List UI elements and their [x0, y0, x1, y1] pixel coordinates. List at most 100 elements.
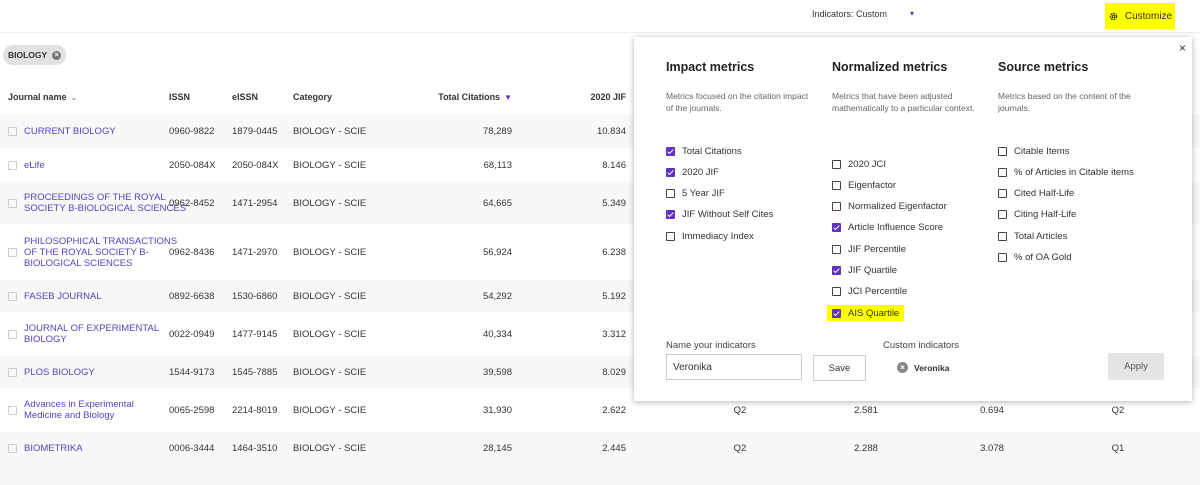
table-row: [0, 465, 1200, 485]
metric-option[interactable]: Citable Items: [993, 143, 1074, 159]
row-checkbox[interactable]: [8, 291, 17, 301]
metric-option[interactable]: JIF Quartile: [827, 263, 902, 279]
issn: 0892-6638: [169, 290, 215, 302]
name-input-value: Veronika: [673, 361, 712, 373]
custom-indicator[interactable]: × Veronika: [897, 362, 949, 373]
metric-option[interactable]: Cited Half-Life: [993, 186, 1079, 202]
metric-option[interactable]: 5 Year JIF: [661, 186, 730, 202]
column-header[interactable]: Total Citations ▼: [438, 80, 512, 115]
dropdown-arrow[interactable]: ▾: [910, 9, 915, 18]
checkbox[interactable]: [666, 167, 675, 177]
jif: 8.029: [602, 366, 626, 378]
row-checkbox[interactable]: [8, 198, 17, 208]
filter-chip[interactable]: BIOLOGY ×: [3, 45, 67, 65]
total-citations: 39,598: [482, 366, 512, 378]
metric-option[interactable]: % of OA Gold: [993, 250, 1077, 266]
column-header-label: 2020 JIF: [590, 92, 626, 102]
column-header[interactable]: Journal name ⌄: [8, 80, 77, 115]
checkbox[interactable]: [666, 231, 675, 241]
checkbox[interactable]: [832, 308, 841, 318]
total-citations: 78,289: [482, 126, 512, 137]
checkbox[interactable]: [666, 146, 675, 156]
metric-option[interactable]: Normalized Eigenfactor: [827, 199, 952, 215]
journal-name[interactable]: JOURNAL OF EXPERIMENTAL BIOLOGY: [24, 312, 159, 356]
total-citations: 31,930: [482, 404, 512, 416]
issn: 0006-3444: [169, 443, 215, 454]
journal-name[interactable]: PROCEEDINGS OF THE ROYAL SOCIETY B-BIOLOG…: [24, 182, 186, 224]
metric-option[interactable]: 2020 JIF: [661, 164, 724, 180]
jif: 3.312: [602, 328, 626, 340]
checkbox[interactable]: [832, 180, 841, 190]
metric-option[interactable]: Total Articles: [993, 228, 1072, 244]
close-button[interactable]: ×: [1179, 41, 1187, 55]
journal-name[interactable]: eLife: [24, 148, 45, 182]
checkbox[interactable]: [998, 167, 1007, 177]
checkbox[interactable]: [998, 189, 1007, 199]
journal-name[interactable]: PLOS BIOLOGY: [24, 356, 95, 388]
metric-value: 2.581: [854, 404, 878, 416]
metric-label: Article Influence Score: [848, 222, 944, 234]
metric-label: 2020 JCI: [848, 158, 887, 170]
category: BIOLOGY - SCIE: [293, 197, 367, 209]
table-row: Advances in Experimental Medicine and Bio…: [0, 388, 1200, 433]
metric-label: Immediacy Index: [682, 230, 754, 242]
custom-label: Custom indicators: [883, 340, 960, 351]
metric-option[interactable]: JCI Percentile: [827, 284, 912, 300]
checkbox[interactable]: [998, 146, 1007, 156]
metric-option[interactable]: Total Citations: [661, 143, 747, 159]
metric-option[interactable]: JIF Percentile: [827, 241, 911, 257]
filter-chip-remove[interactable]: ×: [52, 50, 62, 60]
checkbox[interactable]: [832, 159, 841, 169]
metric-option[interactable]: Immediacy Index: [661, 228, 759, 244]
checkbox[interactable]: [832, 287, 841, 297]
checkbox[interactable]: [666, 189, 675, 199]
metric-value: Q2: [733, 404, 747, 416]
apply-button[interactable]: Apply: [1108, 353, 1164, 380]
metric-option[interactable]: Citing Half-Life: [993, 207, 1081, 223]
journal-name[interactable]: PHILOSOPHICAL TRANSACTIONS OF THE ROYAL S…: [24, 224, 177, 280]
customize-button[interactable]: Customize: [1105, 3, 1175, 29]
journal-name-line: JOURNAL OF EXPERIMENTAL: [24, 323, 160, 334]
save-button[interactable]: Save: [813, 355, 866, 381]
checkbox[interactable]: [832, 266, 841, 275]
column-header[interactable]: Category: [293, 80, 332, 115]
remove-icon[interactable]: ×: [897, 362, 908, 373]
issn: 0962-8452: [169, 197, 215, 209]
row-checkbox[interactable]: [8, 329, 17, 339]
column-header[interactable]: eISSN: [232, 80, 258, 115]
checkbox[interactable]: [666, 210, 675, 220]
jif: 8.146: [602, 159, 626, 171]
row-checkbox[interactable]: [8, 247, 17, 257]
metric-option[interactable]: % of Articles in Citable items: [993, 164, 1139, 180]
journal-name-line: SOCIETY B-BIOLOGICAL SCIENCES: [24, 203, 187, 214]
gear-icon: [1109, 12, 1118, 20]
row-checkbox[interactable]: [8, 367, 17, 377]
journal-name[interactable]: CURRENT BIOLOGY: [24, 115, 116, 148]
checkbox[interactable]: [832, 244, 841, 254]
journal-name[interactable]: FASEB JOURNAL: [24, 280, 102, 312]
row-checkbox[interactable]: [8, 127, 17, 136]
column-header[interactable]: 2020 JIF: [590, 80, 626, 115]
journal-name[interactable]: BIOMETRIKA: [24, 432, 83, 465]
category: BIOLOGY - SCIE: [293, 328, 367, 340]
metric-option[interactable]: 2020 JCI: [827, 156, 891, 172]
name-input[interactable]: Veronika: [666, 354, 802, 380]
metric-option[interactable]: JIF Without Self Cites: [661, 207, 778, 223]
checkbox[interactable]: [998, 210, 1007, 220]
row-checkbox[interactable]: [8, 405, 17, 415]
checkbox[interactable]: [998, 253, 1007, 262]
row-checkbox[interactable]: [8, 160, 17, 170]
indicators-dropdown[interactable]: Indicators: Custom: [812, 9, 888, 19]
checkbox[interactable]: [998, 231, 1007, 241]
journal-name[interactable]: Advances in Experimental Medicine and Bio…: [24, 388, 134, 432]
checkbox[interactable]: [832, 223, 841, 233]
metric-option[interactable]: Article Influence Score: [827, 220, 948, 236]
metric-label: Total Citations: [682, 145, 742, 157]
metric-option[interactable]: AIS Quartile: [827, 305, 905, 322]
customize-panel: × Impact metrics Metrics focused on the c…: [634, 37, 1192, 401]
checkbox[interactable]: [832, 202, 841, 212]
journal-name-line: PLOS BIOLOGY: [24, 366, 95, 378]
row-checkbox[interactable]: [8, 444, 17, 453]
column-header[interactable]: ISSN: [169, 80, 190, 115]
metric-option[interactable]: Eigenfactor: [827, 177, 901, 193]
